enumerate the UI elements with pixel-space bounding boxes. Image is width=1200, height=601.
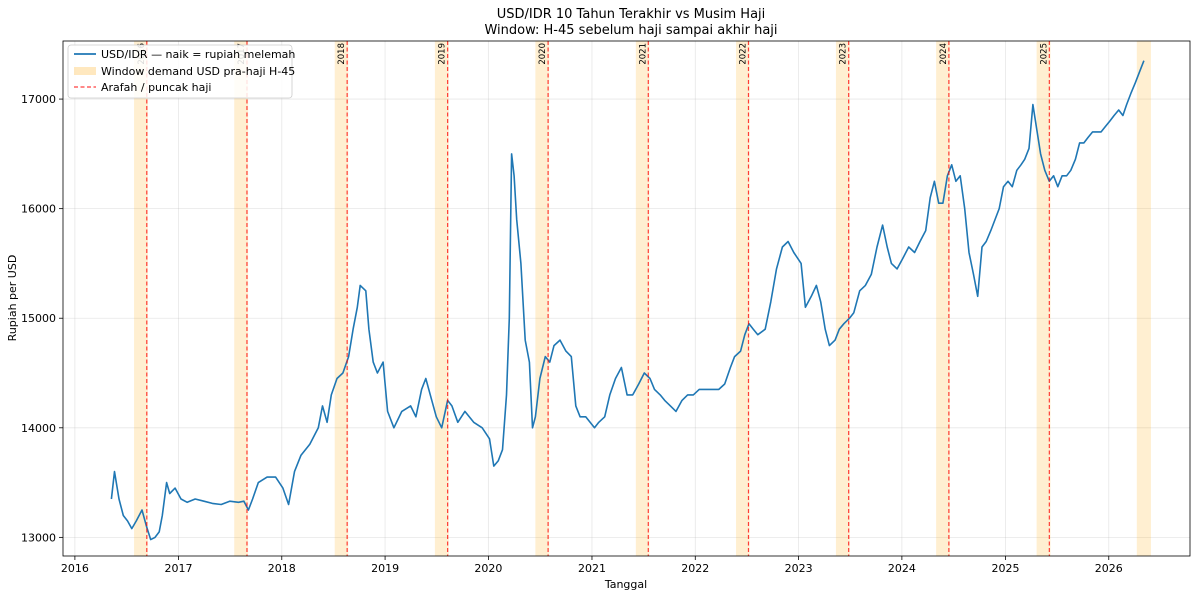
hajj-year-label: 2021 xyxy=(638,43,648,65)
x-tick-label: 2019 xyxy=(371,562,399,575)
x-tick-label: 2017 xyxy=(164,562,192,575)
legend-series-label: USD/IDR — naik = rupiah melemah xyxy=(101,48,295,61)
usd-idr-series-line xyxy=(110,60,1145,541)
legend-window-label: Window demand USD pra-haji H-45 xyxy=(101,65,295,78)
series-layer xyxy=(110,60,1145,541)
x-axis-label: Tanggal xyxy=(604,578,647,591)
hajj-year-label: 2019 xyxy=(438,43,448,65)
chart-subtitle: Window: H-45 sebelum haji sampai akhir h… xyxy=(484,23,777,38)
legend-frame xyxy=(67,44,293,99)
y-tick-label: 13000 xyxy=(21,531,56,544)
hajj-year-label: 2022 xyxy=(738,43,748,65)
x-tick-label: 2023 xyxy=(785,562,813,575)
legend: USD/IDR — naik = rupiah melemah Window d… xyxy=(67,44,295,99)
hajj-year-label: 2020 xyxy=(538,43,548,65)
hajj-window-band xyxy=(635,41,650,556)
legend-window-swatch xyxy=(74,67,96,75)
x-tick-label: 2026 xyxy=(1095,562,1123,575)
hajj-year-label: 2023 xyxy=(839,43,849,65)
y-axis-label: Rupiah per USD xyxy=(6,255,19,342)
chart-title: USD/IDR 10 Tahun Terakhir vs Musim Haji xyxy=(497,7,766,22)
x-axis-ticks: 2016 2017 2018 2019 2020 2021 2022 2023 2024 2025… xyxy=(61,556,1123,575)
x-tick-label: 2016 xyxy=(61,562,89,575)
hajj-year-label: 2025 xyxy=(1039,43,1049,65)
hajj-window-band xyxy=(736,41,750,556)
arafah-lines-layer xyxy=(146,41,1050,556)
x-tick-label: 2022 xyxy=(681,562,709,575)
hajj-windows-layer xyxy=(134,41,1151,556)
x-tick-label: 2021 xyxy=(578,562,606,575)
hajj-window-band xyxy=(334,41,349,556)
hajj-window-band xyxy=(234,41,249,556)
hajj-window-band xyxy=(835,41,850,556)
x-tick-label: 2020 xyxy=(474,562,502,575)
x-tick-label: 2024 xyxy=(888,562,916,575)
grid-layer xyxy=(63,41,1190,556)
y-axis-ticks: 13000 14000 15000 16000 17000 xyxy=(21,93,63,544)
hajj-window-band xyxy=(434,41,449,556)
hajj-window-band xyxy=(1036,41,1051,556)
x-tick-label: 2025 xyxy=(991,562,1019,575)
hajj-year-label: 2018 xyxy=(337,43,347,65)
legend-arafah-label: Arafah / puncak haji xyxy=(101,81,211,94)
hajj-year-label: 2024 xyxy=(939,43,949,65)
x-tick-label: 2018 xyxy=(268,562,296,575)
y-tick-label: 15000 xyxy=(21,312,56,325)
hajj-window-band xyxy=(1136,41,1151,556)
hajj-window-band xyxy=(936,41,950,556)
hajj-window-band xyxy=(535,41,550,556)
plot-area-frame xyxy=(62,40,1191,557)
y-tick-label: 17000 xyxy=(21,93,56,106)
y-tick-label: 14000 xyxy=(21,422,56,435)
hajj-window-band xyxy=(134,41,148,556)
y-tick-label: 16000 xyxy=(21,203,56,216)
